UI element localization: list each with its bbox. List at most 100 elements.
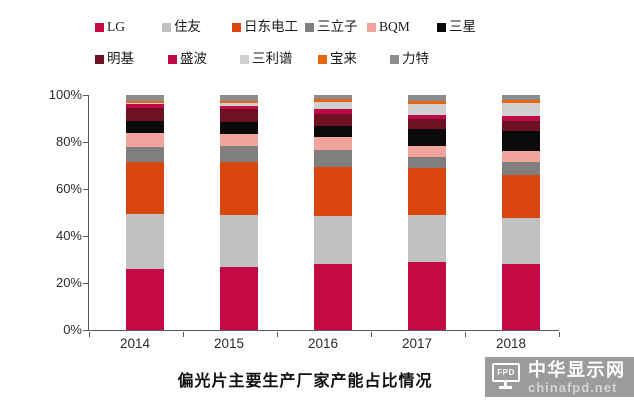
segment-三利谱-2017 xyxy=(408,104,446,116)
watermark-text: 中华显示网 chinafpd.net xyxy=(528,361,626,394)
x-axis-tick xyxy=(182,331,184,337)
stacked-bar-2018 xyxy=(502,95,540,330)
plot-area xyxy=(82,94,560,337)
segment-明基-2014 xyxy=(126,107,164,121)
segment-三利谱-2014 xyxy=(126,103,164,105)
legend-item-日东电工: 日东电工 xyxy=(232,20,298,34)
monitor-base-icon xyxy=(499,386,512,389)
segment-力特-2017 xyxy=(408,95,446,101)
segment-明基-2015 xyxy=(220,109,258,123)
legend-marker-盛波 xyxy=(168,54,177,64)
segment-住友-2015 xyxy=(220,214,258,267)
segment-三利谱-2018 xyxy=(502,103,540,117)
segment-三利谱-2015 xyxy=(220,103,258,106)
y-axis-tick xyxy=(82,94,88,96)
segment-宝来-2014 xyxy=(126,100,164,104)
y-tick-label-60: 60% xyxy=(55,181,82,196)
segment-住友-2018 xyxy=(502,218,540,265)
legend-item-BQM: BQM xyxy=(367,20,410,34)
segment-日东电工-2016 xyxy=(314,166,352,217)
legend-label: 力特 xyxy=(402,51,429,66)
segment-三星-2018 xyxy=(502,131,540,152)
legend-marker-日东电工 xyxy=(232,22,241,32)
segment-明基-2018 xyxy=(502,120,540,132)
x-axis-tick xyxy=(276,331,278,337)
segment-LG-2018 xyxy=(502,264,540,330)
legend-marker-明基 xyxy=(95,54,104,64)
y-axis-tick xyxy=(82,282,88,284)
segment-BQM-2016 xyxy=(314,137,352,151)
segment-BQM-2014 xyxy=(126,132,164,147)
segment-BQM-2015 xyxy=(220,133,258,146)
segment-三星-2014 xyxy=(126,120,164,133)
stacked-bar-2015 xyxy=(220,95,258,330)
segment-日东电工-2015 xyxy=(220,162,258,215)
segment-盛波-2014 xyxy=(126,104,164,108)
segment-盛波-2016 xyxy=(314,109,352,114)
segment-三立子-2018 xyxy=(502,162,540,175)
x-axis-tick xyxy=(88,331,90,337)
x-tick-label-2017: 2017 xyxy=(401,336,433,351)
segment-三利谱-2016 xyxy=(314,102,352,110)
legend-marker-三立子 xyxy=(305,22,314,32)
fpd-monitor-icon: FPD xyxy=(492,363,522,391)
segment-日东电工-2014 xyxy=(126,162,164,214)
y-tick-label-0: 0% xyxy=(63,322,82,337)
segment-住友-2017 xyxy=(408,214,446,262)
segment-三星-2016 xyxy=(314,125,352,138)
y-tick-label-80: 80% xyxy=(55,134,82,149)
segment-力特-2014 xyxy=(126,95,164,101)
y-axis-tick xyxy=(82,329,88,331)
legend-item-三星: 三星 xyxy=(437,20,476,34)
segment-LG-2015 xyxy=(220,266,258,330)
legend-label: 住友 xyxy=(174,19,201,34)
segment-日东电工-2017 xyxy=(408,167,446,215)
stacked-bar-2017 xyxy=(408,95,446,330)
legend-marker-力特 xyxy=(390,54,399,64)
x-tick-label-2016: 2016 xyxy=(307,336,339,351)
watermark-brand: 中华显示网 xyxy=(528,359,626,380)
legend-label: 日东电工 xyxy=(244,19,298,34)
x-axis-tick xyxy=(464,331,466,337)
legend-label: 三立子 xyxy=(317,19,358,34)
legend-label: 盛波 xyxy=(180,51,207,66)
legend-item-宝来: 宝来 xyxy=(318,52,357,66)
segment-宝来-2017 xyxy=(408,100,446,105)
stacked-bar-2014 xyxy=(126,95,164,330)
y-tick-label-40: 40% xyxy=(55,228,82,243)
legend-marker-宝来 xyxy=(318,54,327,64)
legend-marker-住友 xyxy=(162,22,171,32)
segment-盛波-2018 xyxy=(502,116,540,121)
x-axis-tick xyxy=(370,331,372,337)
segment-三星-2017 xyxy=(408,129,446,146)
x-tick-label-2018: 2018 xyxy=(495,336,527,351)
legend-marker-BQM xyxy=(367,22,376,32)
segment-三立子-2017 xyxy=(408,157,446,168)
segment-盛波-2017 xyxy=(408,115,446,119)
segment-BQM-2018 xyxy=(502,151,540,162)
segment-LG-2016 xyxy=(314,264,352,330)
x-axis-tick xyxy=(558,331,560,337)
legend-label: 明基 xyxy=(107,51,134,66)
segment-宝来-2015 xyxy=(220,100,258,104)
segment-明基-2017 xyxy=(408,118,446,130)
legend-item-住友: 住友 xyxy=(162,20,201,34)
segment-明基-2016 xyxy=(314,113,352,126)
legend-marker-三利谱 xyxy=(240,54,249,64)
legend-item-力特: 力特 xyxy=(390,52,429,66)
watermark-domain: chinafpd.net xyxy=(528,379,618,395)
segment-住友-2016 xyxy=(314,216,352,265)
y-axis-tick xyxy=(82,235,88,237)
segment-三星-2015 xyxy=(220,122,258,134)
y-tick-label-100: 100% xyxy=(48,87,82,102)
watermark: FPD 中华显示网 chinafpd.net xyxy=(485,357,634,397)
legend-item-盛波: 盛波 xyxy=(168,52,207,66)
legend-label: BQM xyxy=(379,19,410,34)
legend-item-LG: LG xyxy=(95,20,125,34)
segment-力特-2015 xyxy=(220,95,258,101)
legend-label: 宝来 xyxy=(330,51,357,66)
y-axis-tick xyxy=(82,141,88,143)
segment-三立子-2016 xyxy=(314,150,352,167)
segment-力特-2018 xyxy=(502,95,540,100)
